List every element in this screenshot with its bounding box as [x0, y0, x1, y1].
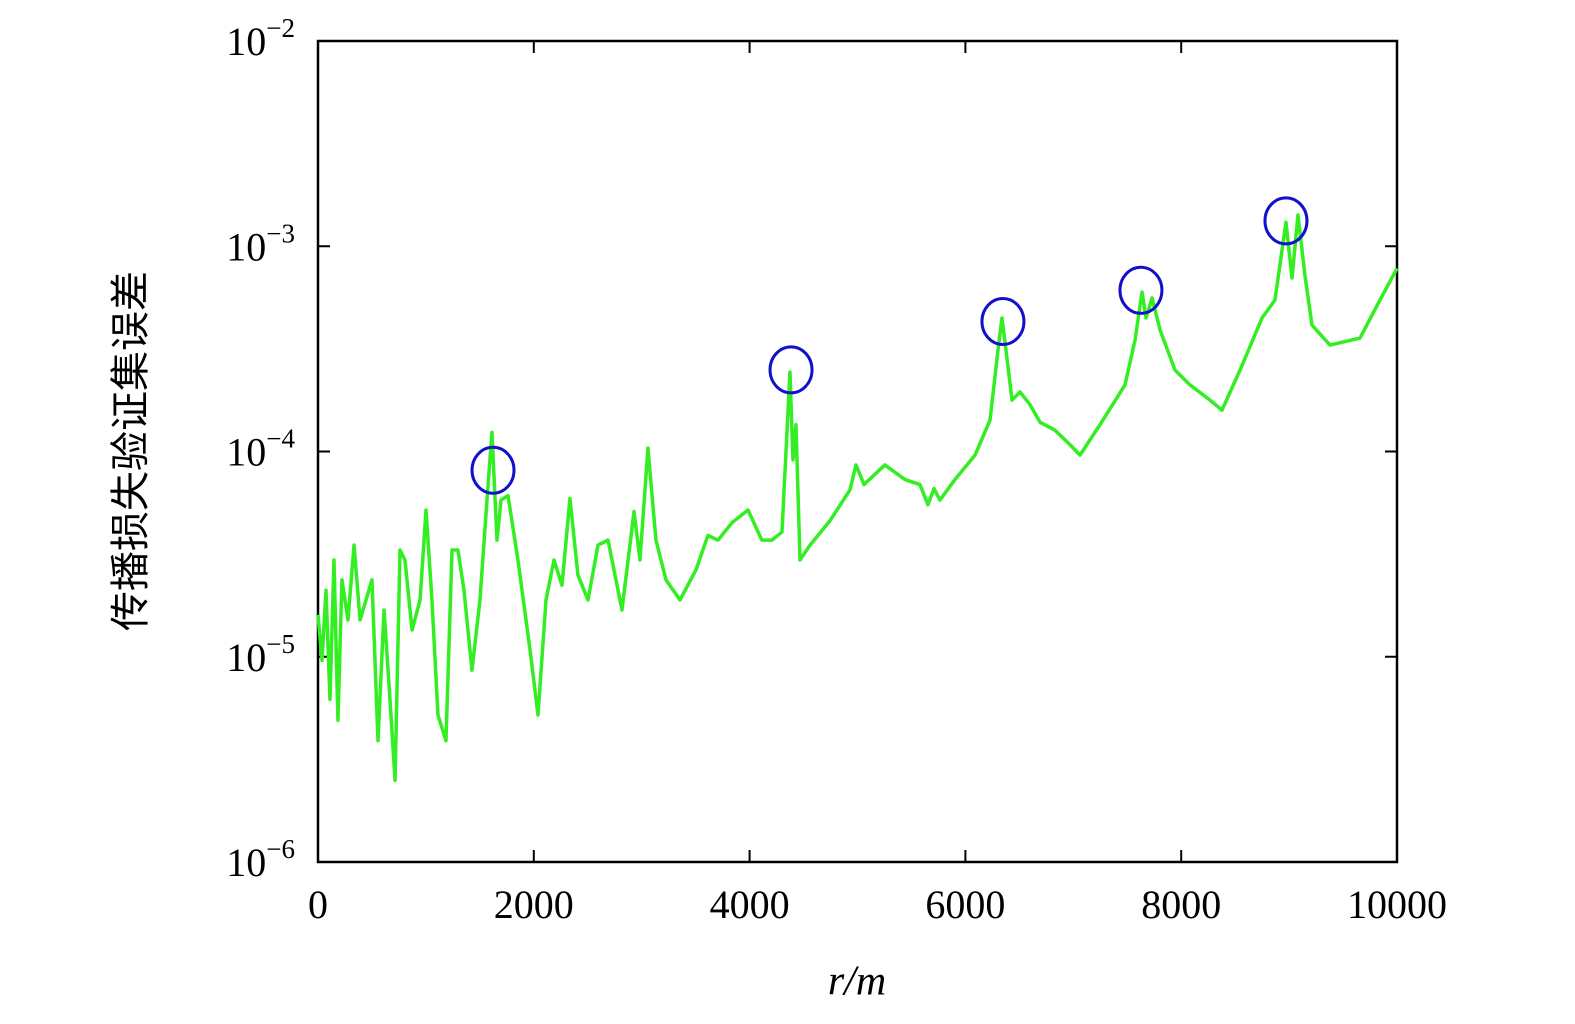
y-tick-label: 10−6: [226, 834, 295, 885]
x-tick-label: 6000: [925, 882, 1005, 927]
plot-frame: [316, 39, 1399, 864]
y-tick-label: 10−4: [226, 424, 295, 475]
highlight-circle: [768, 345, 814, 395]
x-tick-label: 10000: [1347, 882, 1447, 927]
y-tick-label: 10−2: [226, 13, 295, 64]
x-axis-label: r/m: [828, 959, 886, 1005]
x-tick-label: 2000: [494, 882, 574, 927]
x-tick-label: 4000: [710, 882, 790, 927]
data-line: [316, 213, 1399, 783]
y-tick-label: 10−5: [226, 629, 295, 680]
highlight-circle: [980, 296, 1026, 346]
x-tick-label: 0: [308, 882, 328, 927]
x-tick-label: 8000: [1141, 882, 1221, 927]
y-axis-label: 传播损失验证集误差: [108, 271, 153, 631]
highlight-circle: [470, 445, 516, 495]
highlight-circle: [1118, 265, 1164, 315]
y-tick-label: 10−3: [226, 218, 295, 269]
highlight-circle: [1263, 196, 1309, 246]
